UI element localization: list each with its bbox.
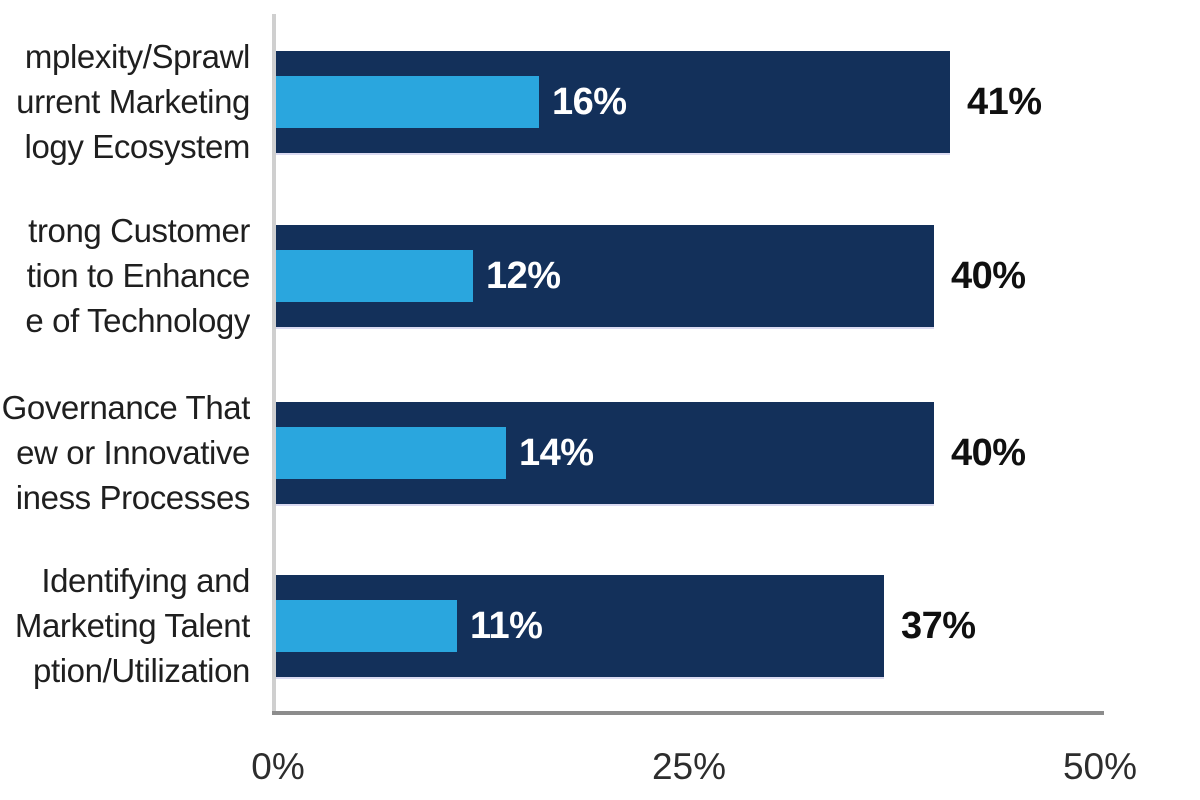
category-label-line: ew or Innovative <box>0 430 250 475</box>
light-blue-bar <box>276 76 539 128</box>
y-axis-line <box>272 14 276 714</box>
dark-navy-bar: 14% <box>276 402 934 504</box>
dark-bar-value-label: 40% <box>951 431 1026 474</box>
light-bar-value-label: 16% <box>552 80 627 123</box>
category-label-text: urrent Marketing <box>16 83 250 120</box>
category-label-text: Governance That <box>1 389 250 426</box>
category-label-line: mplexity/Sprawl <box>0 34 250 79</box>
light-bar-value-label: 14% <box>519 431 594 474</box>
category-label-text: ption/Utilization <box>33 652 250 689</box>
x-tick-label-50: 50% <box>1062 746 1138 787</box>
category-label-text: Identifying and <box>41 562 250 599</box>
dark-bar-value-label: 41% <box>967 80 1042 123</box>
category-label: Governance That ew or Innovative iness P… <box>0 385 250 520</box>
x-axis-line <box>272 711 1104 715</box>
dark-navy-bar: 12% <box>276 225 934 327</box>
category-label: mplexity/Sprawl urrent Marketing logy Ec… <box>0 34 250 169</box>
category-label-line: e of Technology <box>0 298 250 343</box>
category-label-line: Governance That <box>0 385 250 430</box>
dark-navy-bar: 11% <box>276 575 884 677</box>
category-label-text: mplexity/Sprawl <box>24 38 250 75</box>
category-label-line: logy Ecosystem <box>0 124 250 169</box>
category-label-text: iness Processes <box>15 479 250 516</box>
x-tick-label-25: 25% <box>651 746 727 787</box>
light-bar-value-label: 12% <box>486 254 561 297</box>
x-tick-label-0: 0% <box>251 746 305 787</box>
category-label-line: trong Customer <box>0 208 250 253</box>
light-blue-bar <box>276 427 506 479</box>
category-label-text: Marketing Talent <box>14 607 250 644</box>
bar-group: 12% 40% <box>276 225 1026 327</box>
dark-bar-value-label: 37% <box>901 604 976 647</box>
light-bar-value-label: 11% <box>470 604 543 647</box>
category-label-line: Marketing Talent <box>0 603 250 648</box>
bar-group: 11% 37% <box>276 575 976 677</box>
category-label-text: ew or Innovative <box>16 434 250 471</box>
category-label-text: logy Ecosystem <box>24 128 250 165</box>
bar-group: 16% 41% <box>276 51 1042 153</box>
category-label-line: urrent Marketing <box>0 79 250 124</box>
category-label-text: tion to Enhance <box>26 257 250 294</box>
light-blue-bar <box>276 600 457 652</box>
category-label-line: Identifying and <box>0 558 250 603</box>
category-label: Identifying and Marketing Talent ption/U… <box>0 558 250 693</box>
category-label-line: iness Processes <box>0 475 250 520</box>
category-label: trong Customer tion to Enhance e of Tech… <box>0 208 250 343</box>
dark-navy-bar: 16% <box>276 51 950 153</box>
category-label-text: trong Customer <box>28 212 250 249</box>
light-blue-bar <box>276 250 473 302</box>
category-label-line: ption/Utilization <box>0 648 250 693</box>
bar-group: 14% 40% <box>276 402 1026 504</box>
category-label-line: tion to Enhance <box>0 253 250 298</box>
category-label-text: e of Technology <box>25 302 250 339</box>
dark-bar-value-label: 40% <box>951 254 1026 297</box>
